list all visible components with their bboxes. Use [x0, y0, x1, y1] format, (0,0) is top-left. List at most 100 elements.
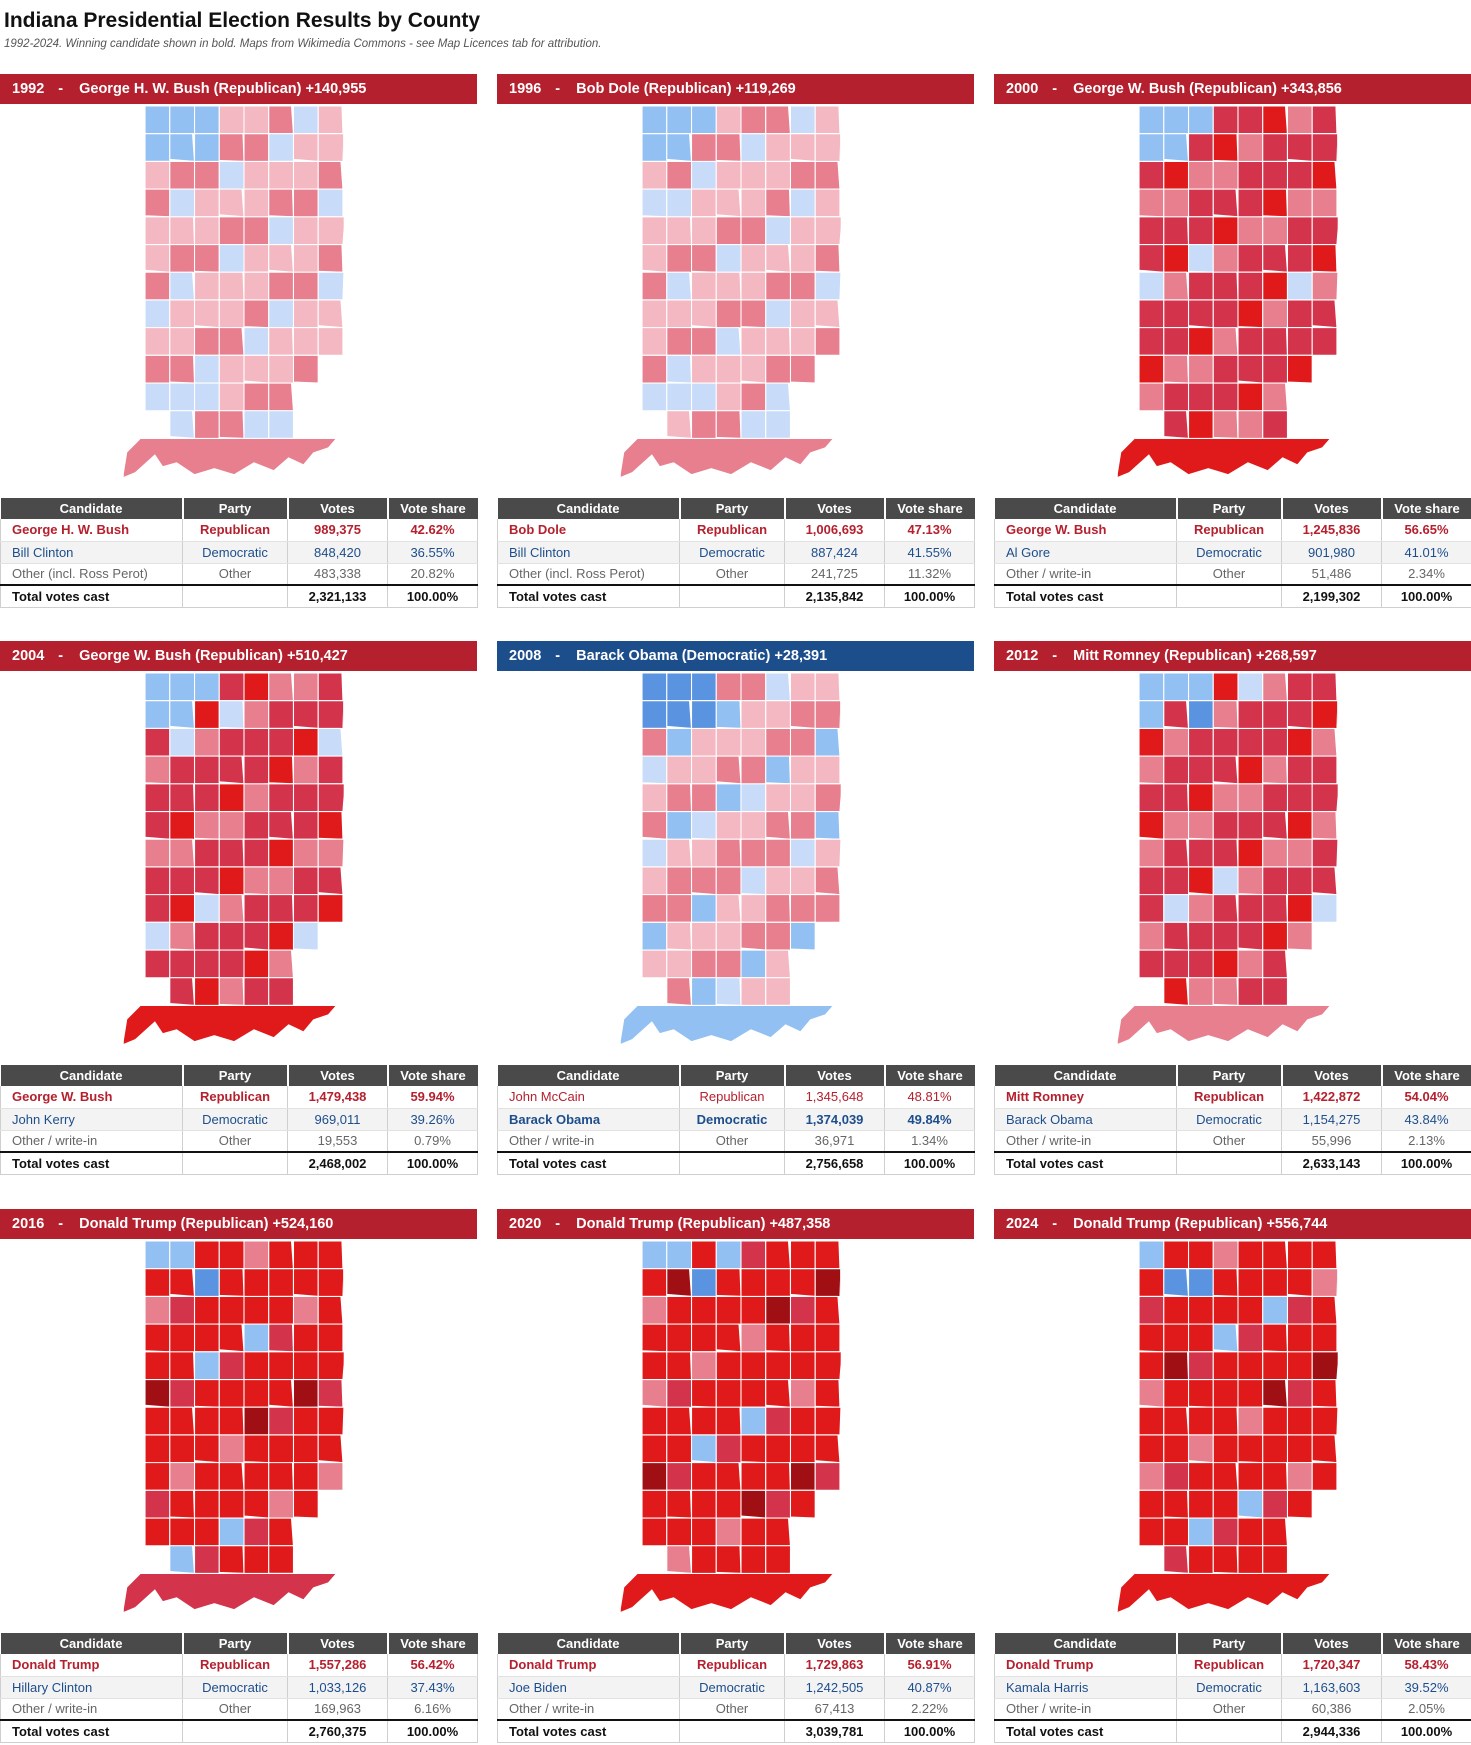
county-shape	[789, 354, 816, 384]
county-shape	[1311, 1434, 1338, 1464]
cell-share: 37.43%	[387, 1676, 478, 1699]
county-shape	[218, 188, 245, 218]
county-shape	[666, 1351, 693, 1381]
county-shape	[268, 327, 295, 356]
county-shape	[1163, 673, 1191, 702]
cell-empty	[679, 1151, 785, 1175]
county-shape	[1237, 1268, 1264, 1299]
county-shape	[690, 243, 717, 273]
cell-total-label: Total votes cast	[0, 1151, 183, 1175]
cell-share: 36.55%	[387, 541, 478, 564]
county-shape	[243, 1434, 270, 1464]
county-shape	[1187, 727, 1214, 757]
county-shape	[690, 271, 717, 301]
county-shape	[144, 106, 171, 135]
cell-party: Other	[1176, 563, 1282, 586]
county-shape	[789, 188, 816, 220]
county-shape	[814, 727, 841, 757]
county-shape	[268, 977, 295, 1007]
county-shape	[641, 1351, 668, 1381]
county-shape	[1212, 216, 1239, 246]
county-shape	[1163, 755, 1192, 787]
county-shape	[123, 437, 345, 478]
county-shape	[814, 216, 842, 246]
county-shape	[193, 1323, 220, 1353]
county-shape	[1311, 894, 1338, 923]
county-shape	[1117, 437, 1339, 478]
county-shape	[1163, 1545, 1190, 1575]
county-shape	[243, 1241, 270, 1270]
county-shape	[740, 382, 767, 412]
county-shape	[193, 1517, 220, 1547]
cell-total-votes: 2,944,336	[1281, 1719, 1382, 1743]
county-shape	[1212, 1378, 1241, 1410]
election-banner: 2020- Donald Trump (Republican) +487,358	[497, 1209, 974, 1239]
county-shape	[169, 299, 196, 329]
county-shape	[690, 1378, 717, 1408]
county-shape	[193, 1241, 220, 1270]
county-shape	[193, 949, 220, 979]
cell-total-label: Total votes cast	[0, 584, 183, 608]
county-shape	[1286, 783, 1313, 813]
county-shape	[1212, 133, 1239, 162]
county-shape	[218, 866, 246, 897]
county-shape	[1212, 410, 1239, 440]
county-shape	[1237, 1323, 1264, 1354]
total-row: Total votes cast 2,756,658 100.00%	[497, 1151, 975, 1175]
county-shape	[317, 1268, 345, 1298]
cell-candidate: George H. W. Bush	[0, 519, 183, 542]
county-shape	[1262, 1378, 1289, 1408]
column-header-party: Party	[679, 1065, 786, 1086]
county-shape	[765, 1351, 793, 1381]
county-shape	[641, 243, 668, 273]
cell-party: Democratic	[182, 1108, 288, 1131]
county-shape	[666, 1545, 693, 1575]
column-header-candidate: Candidate	[497, 1065, 681, 1086]
county-shape	[1262, 755, 1289, 785]
cell-votes: 1,422,872	[1281, 1086, 1382, 1109]
county-shape	[1286, 673, 1313, 702]
county-shape	[715, 216, 742, 246]
county-shape	[144, 1323, 171, 1353]
county-shape	[193, 1295, 220, 1325]
cell-party: Republican	[182, 519, 288, 542]
county-shape	[690, 838, 717, 868]
county-shape	[765, 866, 793, 898]
county-shape	[218, 1489, 245, 1519]
column-header-candidate: Candidate	[0, 1633, 184, 1654]
county-shape	[1262, 921, 1290, 952]
county-shape	[193, 977, 220, 1007]
county-shape	[789, 271, 816, 301]
county-shape	[1262, 410, 1289, 440]
county-shape	[814, 1378, 841, 1408]
county-shape	[715, 838, 742, 868]
county-shape	[1212, 1351, 1239, 1381]
total-row: Total votes cast 2,633,143 100.00%	[994, 1151, 1471, 1175]
county-shape	[690, 327, 717, 356]
county-shape	[1311, 299, 1338, 329]
county-shape	[740, 1545, 767, 1576]
county-shape	[1286, 921, 1313, 951]
county-shape	[292, 327, 319, 356]
county-shape	[1138, 1406, 1165, 1436]
county-shape	[1311, 810, 1338, 840]
county-shape	[814, 755, 841, 785]
county-shape	[740, 271, 767, 301]
county-shape	[1163, 327, 1192, 356]
county-shape	[765, 1545, 792, 1575]
county-shape	[690, 160, 717, 190]
county-shape	[317, 727, 344, 757]
county-shape	[243, 921, 270, 951]
county-map	[620, 673, 842, 1045]
cell-empty	[679, 1719, 785, 1743]
county-shape	[1237, 700, 1264, 731]
county-shape	[218, 1378, 247, 1410]
results-table: Candidate Party Votes Vote share John McCain…	[497, 1065, 975, 1175]
cell-votes: 1,720,347	[1281, 1654, 1382, 1677]
county-shape	[641, 866, 668, 898]
column-header-candidate: Candidate	[0, 1065, 184, 1086]
county-shape	[789, 160, 816, 190]
cell-share: 54.04%	[1381, 1086, 1471, 1109]
county-shape	[243, 382, 270, 412]
county-shape	[1237, 1434, 1264, 1464]
